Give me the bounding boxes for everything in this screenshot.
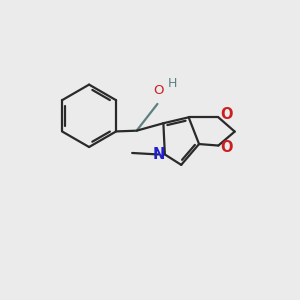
Text: N: N xyxy=(153,147,165,162)
Text: O: O xyxy=(154,84,164,98)
Text: O: O xyxy=(220,107,233,122)
Text: O: O xyxy=(220,140,233,155)
Text: H: H xyxy=(168,77,178,90)
